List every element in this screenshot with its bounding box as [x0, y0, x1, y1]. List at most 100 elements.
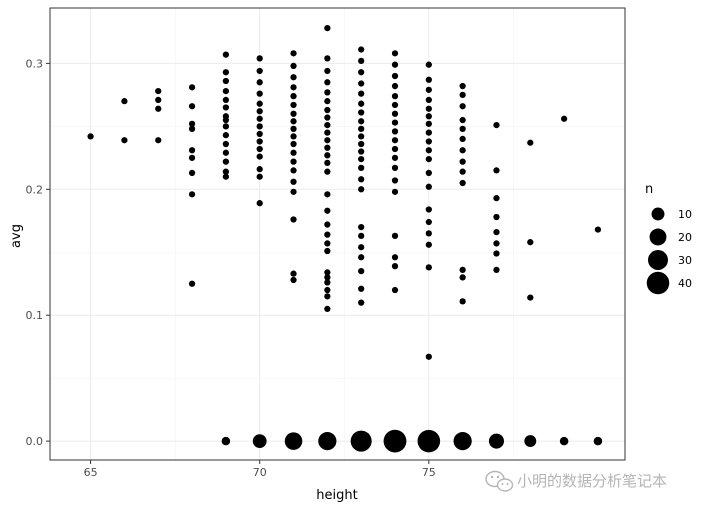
data-point — [358, 133, 365, 140]
data-point — [391, 101, 399, 109]
data-point — [358, 57, 365, 65]
data-point — [391, 262, 399, 270]
data-point — [425, 206, 432, 213]
data-point — [493, 228, 500, 236]
legend-key — [651, 207, 665, 221]
data-point — [425, 241, 432, 248]
size-legend: n 10 20 30 40 — [645, 182, 692, 295]
data-point — [256, 123, 263, 130]
data-point — [324, 247, 331, 255]
data-point — [290, 50, 297, 57]
data-point — [391, 93, 399, 100]
data-point — [391, 82, 399, 90]
data-point — [256, 138, 263, 145]
data-point — [221, 436, 231, 446]
data-point — [391, 50, 399, 57]
data-point — [324, 67, 331, 75]
data-point — [324, 207, 331, 214]
data-point — [358, 80, 365, 87]
data-point — [358, 148, 365, 155]
data-point — [222, 77, 230, 85]
data-point — [453, 432, 472, 451]
data-point — [358, 299, 365, 306]
data-point — [358, 254, 365, 261]
data-point — [459, 116, 466, 124]
data-point — [459, 82, 466, 90]
data-point — [425, 96, 432, 104]
data-point — [222, 168, 230, 175]
data-point — [391, 232, 399, 240]
data-point — [425, 230, 432, 237]
data-point — [358, 164, 365, 172]
data-point — [493, 240, 500, 247]
data-point — [256, 115, 263, 122]
data-point — [324, 279, 331, 286]
data-point — [391, 61, 399, 68]
data-point — [324, 25, 331, 32]
data-point — [358, 268, 365, 275]
data-point — [324, 293, 331, 300]
data-point — [459, 147, 466, 154]
data-point — [358, 176, 365, 183]
data-point — [290, 62, 297, 70]
x-tick-label: 75 — [422, 466, 436, 479]
data-point — [493, 121, 500, 129]
data-point — [560, 115, 568, 122]
data-point — [493, 167, 500, 174]
legend-label: 40 — [678, 277, 692, 290]
data-point — [256, 55, 263, 62]
data-point — [391, 110, 399, 117]
data-point — [493, 194, 500, 202]
legend-items: 10 20 30 40 — [646, 207, 692, 295]
data-point — [290, 216, 297, 223]
data-point — [358, 285, 365, 292]
data-point — [256, 173, 263, 180]
data-point — [324, 286, 331, 294]
data-point — [425, 169, 432, 177]
legend-label: 10 — [678, 208, 692, 221]
data-point — [350, 430, 372, 452]
data-point — [256, 145, 263, 153]
data-point — [324, 269, 331, 276]
data-point — [290, 125, 297, 132]
data-point — [324, 55, 331, 62]
y-tick-label: 0.2 — [26, 183, 44, 196]
y-tick-label: 0.0 — [26, 435, 44, 448]
data-point — [459, 168, 466, 175]
watermark-text: 小明的数据分析笔记本 — [517, 472, 667, 490]
data-point — [459, 135, 466, 143]
data-point — [324, 231, 331, 238]
data-point — [425, 138, 432, 145]
data-point — [524, 435, 537, 448]
data-point — [256, 79, 263, 86]
data-point — [425, 353, 432, 360]
wechat-icon — [485, 470, 514, 492]
data-point — [391, 137, 399, 144]
data-point — [324, 191, 331, 198]
data-point — [324, 129, 331, 136]
legend-key — [646, 271, 670, 295]
legend-label: 20 — [678, 231, 692, 244]
data-point — [391, 164, 399, 172]
data-point — [188, 280, 196, 287]
x-tick-labels: 65 70 75 — [84, 466, 436, 479]
data-point — [425, 105, 432, 112]
data-point — [256, 100, 263, 107]
data-point — [391, 154, 399, 161]
data-point — [324, 89, 331, 96]
legend-key — [648, 250, 668, 270]
data-point — [324, 106, 331, 114]
data-point — [252, 434, 267, 449]
data-point — [188, 191, 196, 198]
legend-label: 30 — [678, 254, 692, 267]
data-point — [493, 213, 500, 221]
data-point — [290, 270, 297, 277]
data-point — [324, 240, 331, 247]
data-point — [188, 147, 196, 154]
data-point — [358, 100, 365, 107]
data-point — [459, 91, 466, 99]
data-point — [324, 144, 331, 151]
data-point — [459, 274, 466, 281]
data-point — [256, 200, 263, 207]
data-point — [358, 223, 365, 231]
